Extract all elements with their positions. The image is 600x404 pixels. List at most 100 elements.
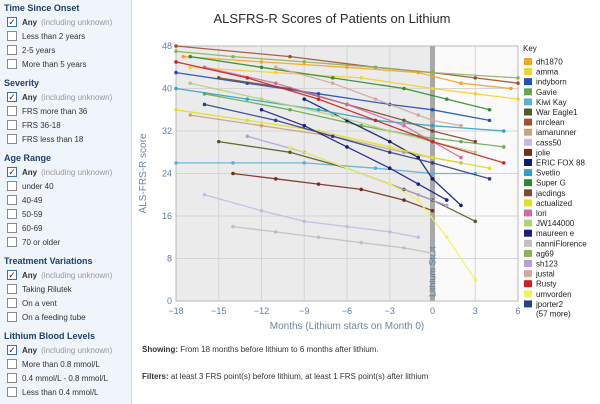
legend-label: nanniFlorence bbox=[536, 239, 587, 248]
legend-swatch bbox=[524, 280, 532, 288]
filter-option[interactable]: 0.4 mmol/L - 0.8 mmol/L bbox=[4, 371, 128, 385]
legend-item[interactable]: cass50 bbox=[524, 138, 562, 147]
legend-item[interactable]: War Eagle1 bbox=[524, 108, 578, 117]
legend-label: indyborn bbox=[536, 78, 567, 87]
checkbox[interactable] bbox=[7, 284, 17, 294]
legend-item[interactable]: Super G bbox=[524, 179, 566, 188]
legend-item[interactable]: actualized bbox=[524, 199, 572, 208]
checkbox[interactable] bbox=[7, 195, 17, 205]
checkbox-checked[interactable]: ✓ bbox=[7, 344, 17, 355]
filter-option[interactable]: FRS 36-18 bbox=[4, 118, 128, 132]
filter-option-note: (including unknown) bbox=[41, 17, 113, 27]
filter-option[interactable]: 60-69 bbox=[4, 221, 128, 235]
filter-option[interactable]: Less than 2 years bbox=[4, 29, 128, 43]
data-point bbox=[330, 134, 335, 139]
checkbox-checked[interactable]: ✓ bbox=[7, 166, 17, 177]
filter-option-label: Any bbox=[22, 92, 38, 102]
filter-option[interactable]: On a vent bbox=[4, 296, 128, 310]
legend-item[interactable]: jporter2 bbox=[524, 300, 564, 309]
legend-item[interactable]: lori bbox=[524, 209, 547, 218]
x-tick-label: −15 bbox=[211, 306, 226, 316]
data-point bbox=[387, 129, 392, 133]
legend-item[interactable]: amma bbox=[524, 68, 559, 77]
filter-option[interactable]: FRS more than 36 bbox=[4, 104, 128, 118]
filter-option[interactable]: 40-49 bbox=[4, 193, 128, 207]
checkbox-checked[interactable]: ✓ bbox=[7, 91, 17, 102]
data-point bbox=[273, 70, 278, 75]
filter-option[interactable]: More than 0.8 mmol/L bbox=[4, 357, 128, 371]
filter-option[interactable]: FRS less than 18 bbox=[4, 132, 128, 146]
data-point bbox=[202, 102, 207, 107]
showing-text: From 18 months before lithium to 6 month… bbox=[180, 345, 379, 354]
legend-item[interactable]: ag69 bbox=[524, 249, 554, 258]
data-point bbox=[188, 65, 193, 70]
data-point bbox=[288, 107, 292, 112]
data-point bbox=[316, 97, 321, 101]
checkbox[interactable] bbox=[7, 223, 17, 233]
filter-option[interactable]: ✓ Any (including unknown) bbox=[4, 268, 128, 282]
legend-item[interactable]: iamarunner bbox=[524, 128, 577, 137]
data-point bbox=[459, 123, 463, 128]
legend-item[interactable]: Kiwi Kay bbox=[524, 98, 567, 107]
checkbox[interactable] bbox=[7, 106, 17, 116]
series-line bbox=[289, 146, 476, 281]
filter-option[interactable]: ✓ Any (including unknown) bbox=[4, 90, 128, 104]
filter-option-note: (including unknown) bbox=[41, 92, 113, 102]
checkbox-checked[interactable]: ✓ bbox=[7, 16, 17, 27]
filter-option[interactable]: ✓ Any (including unknown) bbox=[4, 165, 128, 179]
filter-group: Treatment Variations ✓ Any (including unkno… bbox=[4, 255, 128, 324]
filter-option[interactable]: ✓ Any (including unknown) bbox=[4, 343, 128, 357]
checkbox[interactable] bbox=[7, 387, 17, 397]
data-point bbox=[174, 86, 178, 91]
legend-item[interactable]: mrclean bbox=[524, 118, 564, 127]
checkbox[interactable] bbox=[7, 134, 17, 144]
filter-option[interactable]: 50-59 bbox=[4, 207, 128, 221]
filter-option[interactable]: Less than 0.4 mmol/L bbox=[4, 385, 128, 399]
checkbox[interactable] bbox=[7, 359, 17, 369]
data-point bbox=[174, 70, 178, 75]
filter-option[interactable]: On a feeding tube bbox=[4, 310, 128, 324]
filter-option[interactable]: More than 5 years bbox=[4, 57, 128, 71]
checkbox[interactable] bbox=[7, 312, 17, 322]
checkbox[interactable] bbox=[7, 120, 17, 130]
legend-more-link[interactable]: (57 more) bbox=[536, 310, 571, 319]
filter-option[interactable]: 70 or older bbox=[4, 235, 128, 249]
checkbox[interactable] bbox=[7, 59, 17, 69]
legend-item[interactable]: Svetlio bbox=[524, 169, 561, 178]
checkbox[interactable] bbox=[7, 209, 17, 219]
legend-item[interactable]: maureen e bbox=[524, 229, 575, 238]
legend-item[interactable]: Rusty bbox=[524, 280, 556, 289]
legend-item[interactable]: dh1870 bbox=[524, 58, 563, 67]
checkbox[interactable] bbox=[7, 31, 17, 41]
legend-item[interactable]: JW144000 bbox=[524, 219, 575, 228]
filter-option[interactable]: 2-5 years bbox=[4, 43, 128, 57]
legend-swatch bbox=[524, 98, 532, 106]
legend-label: sh123 bbox=[536, 260, 558, 269]
checkbox-checked[interactable]: ✓ bbox=[7, 269, 17, 280]
x-tick-label: 6 bbox=[515, 306, 520, 316]
data-point bbox=[174, 161, 178, 165]
legend-item[interactable]: jolie bbox=[524, 148, 551, 157]
legend-item[interactable]: sh123 bbox=[524, 260, 558, 269]
data-point bbox=[188, 113, 193, 117]
checkbox[interactable] bbox=[7, 237, 17, 247]
data-point bbox=[430, 129, 435, 133]
legend-item[interactable]: Gavie bbox=[524, 88, 557, 97]
filter-option[interactable]: ✓ Any (including unknown) bbox=[4, 15, 128, 29]
checkbox[interactable] bbox=[7, 45, 17, 55]
legend-item[interactable]: ERIC FOX 88 bbox=[524, 159, 585, 168]
checkbox[interactable] bbox=[7, 181, 17, 191]
legend-item[interactable]: indyborn bbox=[524, 78, 567, 87]
filter-option[interactable]: under 40 bbox=[4, 179, 128, 193]
filter-group-title: Severity bbox=[4, 78, 40, 88]
checkbox[interactable] bbox=[7, 298, 17, 308]
data-point bbox=[316, 235, 321, 240]
legend-item[interactable]: jacdings bbox=[524, 189, 565, 198]
legend-item[interactable]: justal bbox=[524, 270, 555, 279]
filter-option[interactable]: Taking Rilutek bbox=[4, 282, 128, 296]
legend-item[interactable]: nanniFlorence bbox=[524, 239, 587, 248]
data-point bbox=[459, 139, 463, 144]
filters-row: Filters: at least 3 FRS point(s) before … bbox=[142, 370, 598, 384]
legend-item[interactable]: umvorden bbox=[524, 290, 572, 299]
checkbox[interactable] bbox=[7, 373, 17, 383]
